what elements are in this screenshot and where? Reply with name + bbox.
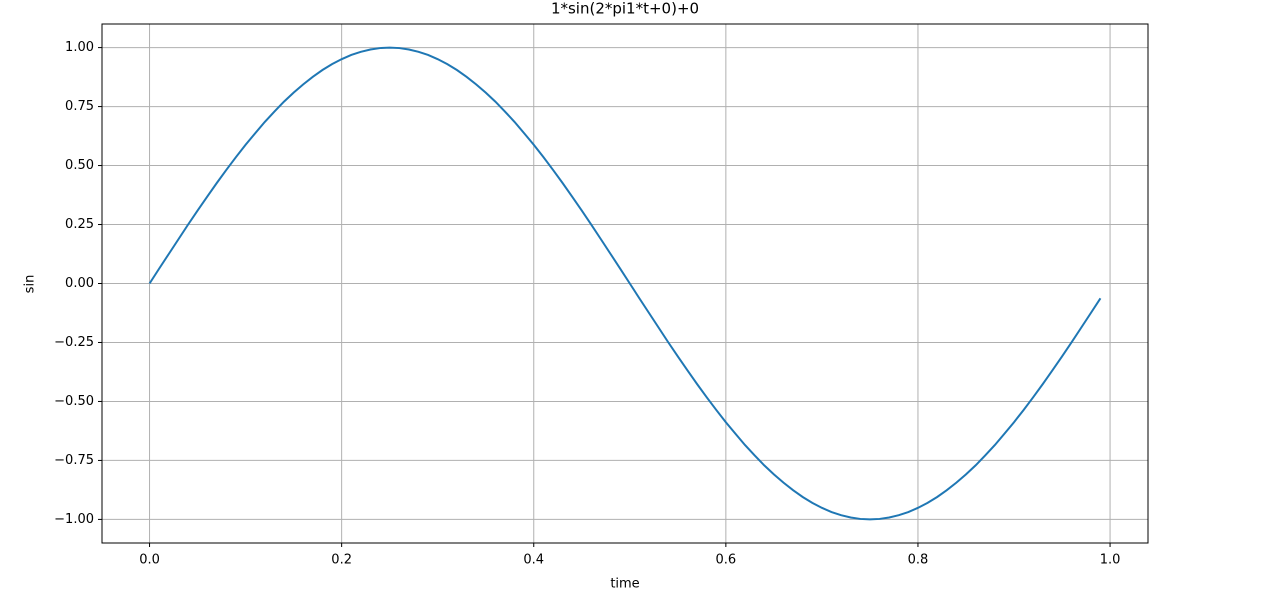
x-tick-label: 0.4 (523, 553, 544, 568)
x-tick-label: 0.8 (908, 553, 929, 568)
line (148, 46, 1102, 521)
x-tick-label: 0.0 (139, 553, 160, 568)
y-tick-label: −1.00 (54, 512, 94, 527)
x-tick-label: 1.0 (1100, 553, 1121, 568)
y-tick-label: 0.00 (65, 276, 94, 291)
y-axis-label: sin (23, 275, 38, 294)
y-tick-label: −0.25 (54, 335, 94, 350)
y-tick-label: 0.75 (65, 99, 94, 114)
y-tick-label: 0.50 (65, 158, 94, 173)
y-tick-label: 0.25 (65, 217, 94, 232)
y-tick-label: −0.75 (54, 453, 94, 468)
y-tick-label: 1.00 (65, 40, 94, 55)
chart-title: 1*sin(2*pi1*t+0)+0 (551, 0, 699, 18)
y-tick-label: −0.50 (54, 394, 94, 409)
x-tick-label: 0.2 (331, 553, 352, 568)
plot-frame (101, 23, 1149, 544)
x-axis-label: time (610, 577, 639, 592)
x-tick-label: 0.6 (716, 553, 737, 568)
